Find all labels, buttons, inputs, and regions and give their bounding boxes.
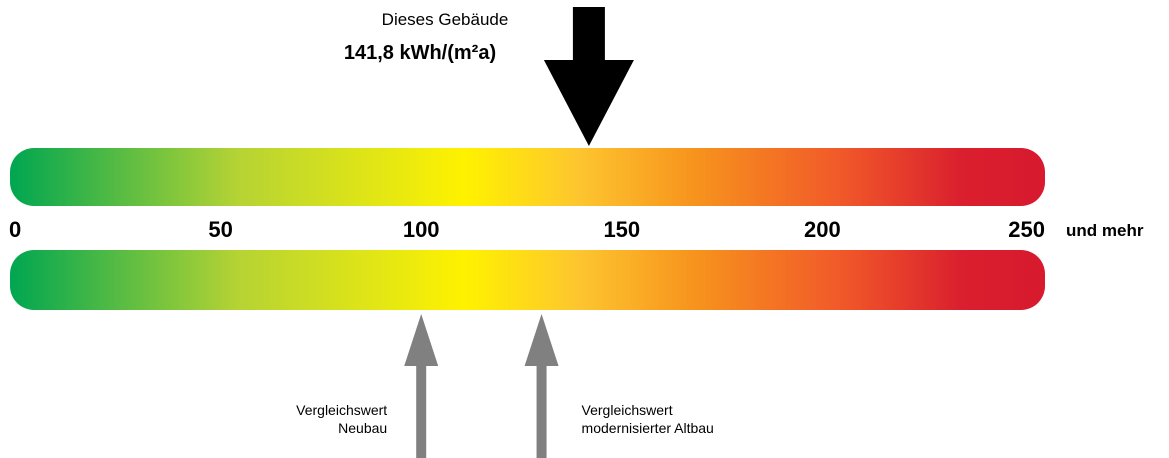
comparison-marker: Vergleichswert Neubau: [296, 314, 439, 458]
tick-label: 150: [603, 217, 640, 242]
comparison-label: Vergleichswert: [296, 402, 387, 418]
comparison-markers: Vergleichswert Neubau Vergleichswert modern…: [296, 314, 714, 458]
comparison-label: modernisierter Altbau: [582, 420, 714, 436]
comparison-arrow-icon: [524, 314, 559, 458]
building-caption: Dieses Gebäude: [382, 10, 509, 29]
scale-band-bottom: [10, 250, 1045, 310]
comparison-label: Vergleichswert: [582, 402, 673, 418]
scale-suffix: und mehr: [1066, 221, 1144, 240]
tick-label: 200: [804, 217, 841, 242]
comparison-label: Neubau: [338, 420, 387, 436]
comparison-marker: Vergleichswert modernisierter Altbau: [524, 314, 714, 458]
tick-label: 100: [403, 217, 440, 242]
tick-label: 250: [1008, 217, 1045, 242]
comparison-arrow-icon: [404, 314, 439, 458]
tick-labels: 0 50 100 150 200 250: [9, 217, 1045, 242]
tick-label: 0: [9, 217, 21, 242]
building-arrow-icon: [543, 7, 634, 146]
building-value: 141,8 kWh/(m²a): [344, 42, 496, 64]
scale-band-top: [10, 148, 1045, 206]
tick-label: 50: [208, 217, 232, 242]
